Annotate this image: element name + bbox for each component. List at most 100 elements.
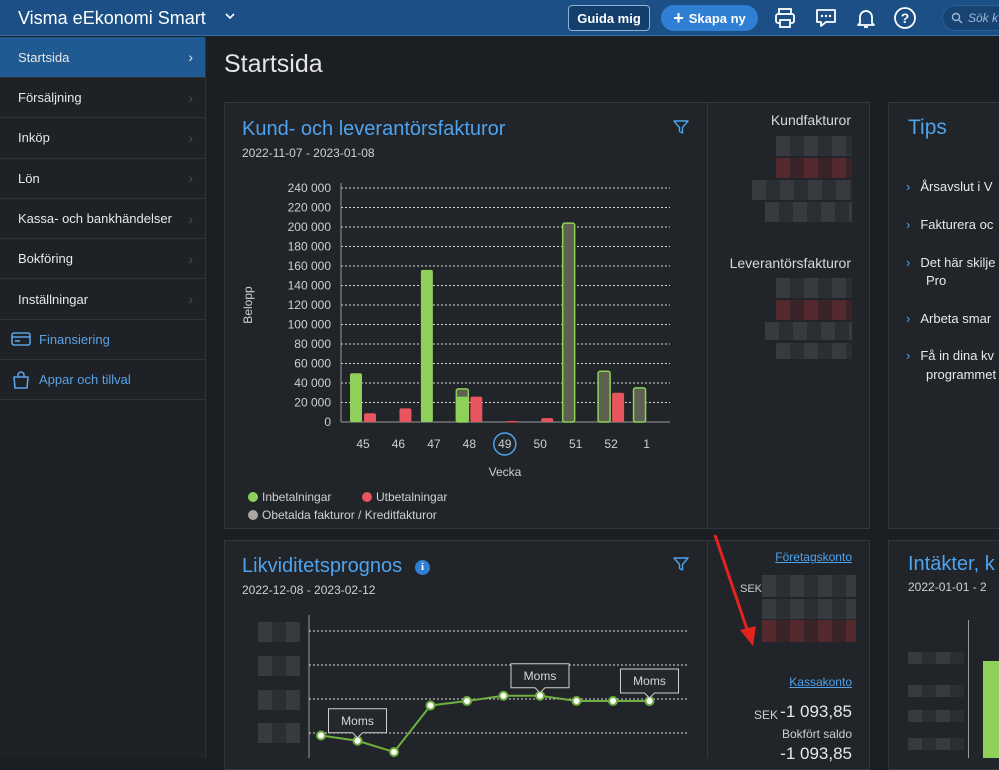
- sidebar-item-startsida[interactable]: Startsida ›: [0, 37, 205, 78]
- redacted-value: [258, 723, 300, 743]
- redacted-value: [776, 343, 852, 359]
- redacted-value: [908, 710, 964, 722]
- legend-item-inbetalningar[interactable]: Inbetalningar: [248, 490, 331, 504]
- tip-item[interactable]: › Få in dina kv: [906, 348, 994, 363]
- tip-item[interactable]: › Arbeta smar: [906, 311, 991, 326]
- sidebar-item-bokforing[interactable]: Bokföring ›: [0, 239, 205, 280]
- chevron-right-icon: ›: [188, 250, 193, 267]
- tip-item[interactable]: › Fakturera oc: [906, 217, 993, 232]
- filter-icon[interactable]: [673, 119, 689, 135]
- tooltip-box: [620, 668, 679, 699]
- cash-currency: SEK: [754, 708, 779, 722]
- redacted-value: [258, 656, 300, 676]
- sidebar-link-appar[interactable]: Appar och tillval: [0, 360, 205, 401]
- app-title[interactable]: Visma eEkonomi Smart: [18, 8, 206, 28]
- info-icon[interactable]: i: [415, 560, 430, 575]
- chevron-right-icon: ›: [906, 255, 911, 270]
- line-point: [608, 696, 618, 706]
- sidebar-item-installningar[interactable]: Inställningar ›: [0, 279, 205, 320]
- y-tick-label: 0: [324, 415, 331, 429]
- tooltip-label: Moms: [524, 669, 557, 683]
- x-tick-label: 52: [604, 437, 618, 451]
- booked-balance-label: Bokfört saldo: [781, 727, 852, 741]
- redacted-value: [762, 620, 856, 642]
- tip-item[interactable]: › Årsavslut i V: [906, 179, 993, 194]
- redacted-value: [908, 738, 964, 750]
- tip-label: Det här skilje: [920, 255, 996, 270]
- redacted-value: [765, 322, 852, 340]
- sidebar-item-kassa[interactable]: Kassa- och bankhändelser ›: [0, 199, 205, 240]
- cash-account-link[interactable]: Kassakonto: [789, 675, 852, 689]
- bar-inbetalningar: [420, 269, 433, 422]
- y-tick-label: 40 000: [294, 376, 331, 390]
- income-bar: [983, 661, 999, 758]
- line-point: [425, 700, 436, 711]
- search-input[interactable]: Sök k: [942, 5, 999, 31]
- bar-utbetalningar: [505, 421, 518, 423]
- tip-item-continued: Pro: [926, 273, 947, 288]
- income-title[interactable]: Intäkter, k: [908, 553, 995, 575]
- tip-item[interactable]: › Det här skilje: [906, 255, 995, 270]
- bar-obetalda: [597, 370, 611, 423]
- supplier-invoices-label: Leverantörsfakturor: [729, 255, 851, 271]
- legend-label: Obetalda fakturor / Kreditfakturor: [262, 508, 437, 522]
- search-icon: [951, 12, 963, 24]
- chevron-right-icon: ›: [906, 179, 911, 194]
- sidebar-item-lon[interactable]: Lön ›: [0, 159, 205, 199]
- filter-icon[interactable]: [673, 556, 689, 572]
- panel-divider: [707, 103, 708, 528]
- create-new-button[interactable]: + Skapa ny: [661, 5, 758, 31]
- sidebar-item-label: Kassa- och bankhändelser: [18, 211, 172, 227]
- tip-label: Fakturera oc: [920, 217, 994, 232]
- booked-balance-amount: -1 093,85: [780, 744, 852, 763]
- print-icon[interactable]: [773, 6, 797, 30]
- tooltip-label: Moms: [341, 714, 374, 728]
- tips-title: Tips: [908, 116, 947, 139]
- y-tick-label: 240 000: [288, 181, 332, 195]
- bar-utbetalningar: [364, 413, 376, 422]
- sidebar-item-forsaljning[interactable]: Försäljning ›: [0, 78, 205, 119]
- y-tick-label: 140 000: [288, 279, 332, 293]
- x-tick-label: 48: [463, 437, 477, 451]
- x-tick-label: 50: [534, 437, 548, 451]
- sidebar-link-label: Finansiering: [39, 331, 110, 347]
- chat-icon[interactable]: [814, 6, 838, 30]
- liquidity-title[interactable]: Likviditetsprognos: [242, 555, 403, 577]
- tip-label: Årsavslut i V: [920, 179, 993, 194]
- chevron-right-icon: ›: [906, 311, 911, 326]
- help-icon[interactable]: ?: [893, 6, 917, 30]
- legend-item-obetalda[interactable]: Obetalda fakturor / Kreditfakturor: [248, 508, 437, 522]
- y-axis-label: Belopp: [241, 286, 255, 324]
- x-tick-label: 1: [643, 437, 650, 451]
- bar-inbetalningar: [456, 396, 469, 422]
- y-tick-label: 20 000: [294, 396, 331, 410]
- x-tick-label: 46: [392, 437, 406, 451]
- sidebar-link-finansiering[interactable]: Finansiering: [0, 320, 205, 361]
- sidebar-item-label: Lön: [18, 170, 40, 186]
- redacted-value: [762, 599, 856, 619]
- bell-icon[interactable]: [854, 6, 878, 30]
- chevron-right-icon: ›: [188, 170, 193, 187]
- sidebar-item-label: Inköp: [18, 130, 50, 146]
- sidebar-link-label: Appar och tillval: [39, 372, 131, 388]
- bar-inbetalningar: [350, 373, 362, 422]
- redacted-value: [765, 202, 852, 222]
- chevron-right-icon: ›: [188, 89, 193, 106]
- invoices-title[interactable]: Kund- och leverantörsfakturor: [242, 118, 506, 140]
- chevron-down-icon[interactable]: [224, 9, 236, 25]
- series-line: [320, 694, 650, 754]
- guide-button[interactable]: Guida mig: [568, 5, 650, 31]
- sidebar-item-inkop[interactable]: Inköp ›: [0, 118, 205, 159]
- redacted-value: [908, 652, 964, 664]
- tooltip-box: [510, 663, 570, 694]
- selected-week-circle: [493, 432, 517, 456]
- legend-label: Utbetalningar: [376, 490, 448, 504]
- company-account-link[interactable]: Företagskonto: [775, 550, 852, 564]
- redacted-value: [776, 136, 852, 156]
- line-point: [498, 690, 509, 701]
- legend-dot: [248, 492, 258, 502]
- bag-icon: [10, 370, 32, 390]
- redacted-value: [258, 622, 300, 642]
- legend-item-utbetalningar[interactable]: Utbetalningar: [362, 490, 447, 504]
- bar-obetalda: [561, 222, 576, 423]
